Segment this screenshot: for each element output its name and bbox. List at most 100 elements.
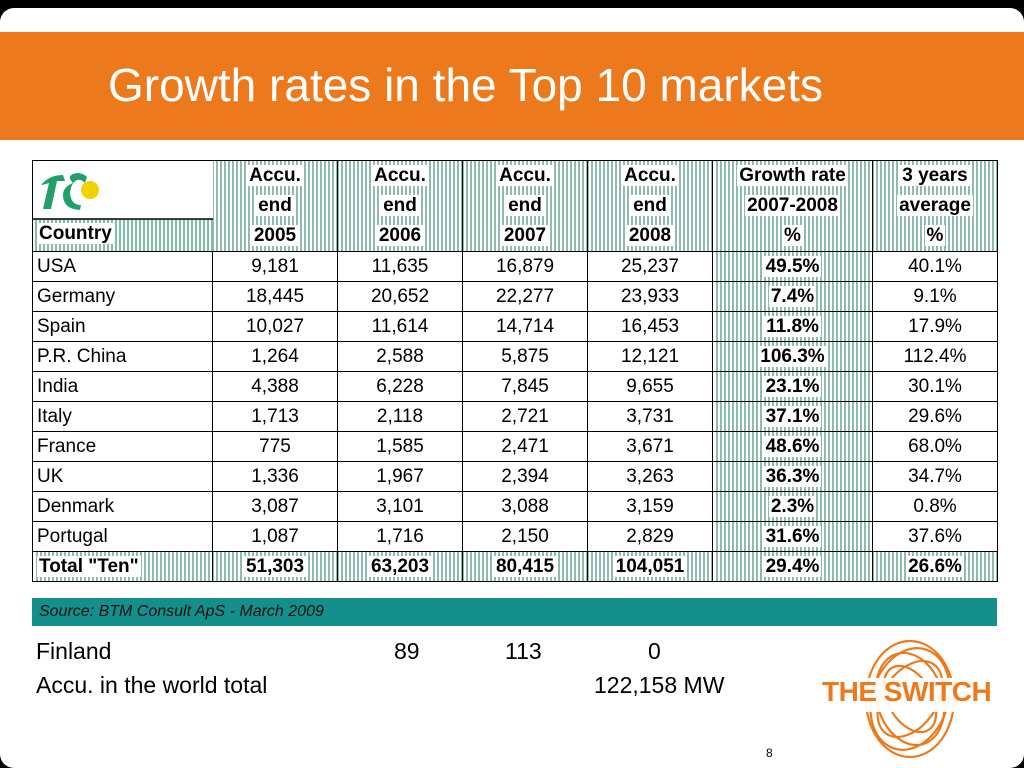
growth-table-container: Country Accu. end 2005 Accu. end 2006 Accu. e… xyxy=(32,160,998,582)
table-row: India 4,388 6,228 7,845 9,655 23.1% 30.1% xyxy=(32,371,998,402)
value-v2005: 1,087 xyxy=(251,525,299,547)
value-cell-v2007: 22,277 xyxy=(462,281,588,312)
value-cell-v2006: 20,652 xyxy=(337,281,463,312)
value-v2006: 63,203 xyxy=(368,555,432,577)
value-cell-v2008: 3,671 xyxy=(587,431,713,462)
country-name: Denmark xyxy=(37,495,115,517)
value-cell-growth: 36.3% xyxy=(712,461,873,492)
value-cell-avg3: 37.6% xyxy=(872,521,998,552)
value-cell-v2008: 104,051 xyxy=(587,551,713,582)
value-v2006: 1,967 xyxy=(376,465,424,487)
value-growth: 23.1% xyxy=(763,375,822,397)
table-row: P.R. China 1,264 2,588 5,875 12,121 106.3% 112… xyxy=(32,341,998,372)
value-cell-v2008: 16,453 xyxy=(587,311,713,342)
value-cell-v2006: 1,967 xyxy=(337,461,463,492)
value-cell-avg3: 34.7% xyxy=(872,461,998,492)
value-v2005: 1,264 xyxy=(251,345,299,367)
title-banner: Growth rates in the Top 10 markets xyxy=(0,32,1024,140)
value-cell-v2008: 25,237 xyxy=(587,251,713,282)
value-cell-v2006: 2,588 xyxy=(337,341,463,372)
country-cell: UK xyxy=(32,461,213,492)
value-cell-v2006: 1,585 xyxy=(337,431,463,462)
value-v2007: 80,415 xyxy=(493,555,557,577)
country-name: Total "Ten" xyxy=(37,555,141,577)
value-cell-v2008: 3,731 xyxy=(587,401,713,432)
growth-table: Country Accu. end 2005 Accu. end 2006 Accu. e… xyxy=(32,160,998,582)
value-growth: 36.3% xyxy=(763,465,822,487)
value-v2007: 2,150 xyxy=(501,525,549,547)
value-avg3: 29.6% xyxy=(908,405,962,427)
country-cell: France xyxy=(32,431,213,462)
value-cell-v2007: 80,415 xyxy=(462,551,588,582)
value-cell-growth: 106.3% xyxy=(712,341,873,372)
value-cell-v2008: 12,121 xyxy=(587,341,713,372)
value-v2005: 10,027 xyxy=(245,315,305,337)
table-row: UK 1,336 1,967 2,394 3,263 36.3% 34.7% xyxy=(32,461,998,492)
value-growth: 106.3% xyxy=(758,345,827,367)
value-cell-avg3: 112.4% xyxy=(872,341,998,372)
value-cell-avg3: 9.1% xyxy=(872,281,998,312)
source-bar: Source: BTM Consult ApS - March 2009 xyxy=(32,598,997,626)
country-cell: India xyxy=(32,371,213,402)
value-cell-v2008: 3,263 xyxy=(587,461,713,492)
col-header-2007: Accu. end 2007 xyxy=(462,160,588,252)
value-cell-avg3: 40.1% xyxy=(872,251,998,282)
value-cell-v2006: 63,203 xyxy=(337,551,463,582)
value-cell-v2005: 775 xyxy=(212,431,338,462)
col-header-2006: Accu. end 2006 xyxy=(337,160,463,252)
value-v2007: 2,394 xyxy=(501,465,549,487)
value-cell-avg3: 30.1% xyxy=(872,371,998,402)
value-v2008: 9,655 xyxy=(626,375,674,397)
value-avg3: 37.6% xyxy=(908,525,962,547)
table-row: France 775 1,585 2,471 3,671 48.6% 68.0% xyxy=(32,431,998,462)
finland-2006: 89 xyxy=(394,638,420,664)
value-avg3: 112.4% xyxy=(903,345,967,367)
value-cell-v2005: 4,388 xyxy=(212,371,338,402)
col-header-2005: Accu. end 2005 xyxy=(212,160,338,252)
value-v2006: 20,652 xyxy=(370,285,430,307)
value-cell-v2005: 10,027 xyxy=(212,311,338,342)
table-row: Italy 1,713 2,118 2,721 3,731 37.1% 29.6% xyxy=(32,401,998,432)
value-cell-v2005: 3,087 xyxy=(212,491,338,522)
country-cell: Portugal xyxy=(32,521,213,552)
value-cell-growth: 37.1% xyxy=(712,401,873,432)
value-v2006: 2,118 xyxy=(376,405,424,427)
value-v2005: 1,713 xyxy=(251,405,299,427)
source-text: Source: BTM Consult ApS - March 2009 xyxy=(39,603,324,620)
value-growth: 31.6% xyxy=(763,525,822,547)
value-v2005: 775 xyxy=(259,435,291,457)
value-cell-v2007: 2,150 xyxy=(462,521,588,552)
finland-2007: 113 xyxy=(505,638,542,664)
value-growth: 11.8% xyxy=(764,315,821,337)
table-row: Germany 18,445 20,652 22,277 23,933 7.4% 9.1% xyxy=(32,281,998,312)
world-total-label: Accu. in the world total xyxy=(36,672,268,698)
value-cell-growth: 11.8% xyxy=(712,311,873,342)
country-cell: Denmark xyxy=(32,491,213,522)
value-cell-v2007: 2,721 xyxy=(462,401,588,432)
country-cell: Spain xyxy=(32,311,213,342)
value-avg3: 68.0% xyxy=(908,435,962,457)
slide-title: Growth rates in the Top 10 markets xyxy=(108,59,824,111)
value-v2006: 6,228 xyxy=(376,375,424,397)
value-cell-v2005: 1,264 xyxy=(212,341,338,372)
value-cell-v2005: 9,181 xyxy=(212,251,338,282)
value-cell-v2007: 16,879 xyxy=(462,251,588,282)
value-cell-v2005: 51,303 xyxy=(212,551,338,582)
value-cell-v2008: 9,655 xyxy=(587,371,713,402)
country-cell: USA xyxy=(32,251,213,282)
value-cell-growth: 49.5% xyxy=(712,251,873,282)
value-v2007: 2,721 xyxy=(501,405,549,427)
value-cell-v2008: 2,829 xyxy=(587,521,713,552)
value-v2008: 104,051 xyxy=(613,555,687,577)
country-name: UK xyxy=(37,465,64,487)
value-cell-v2006: 11,635 xyxy=(337,251,463,282)
value-growth: 2.3% xyxy=(768,495,817,517)
value-v2008: 2,829 xyxy=(626,525,674,547)
value-v2008: 3,671 xyxy=(626,435,674,457)
value-cell-avg3: 29.6% xyxy=(872,401,998,432)
value-cell-growth: 29.4% xyxy=(712,551,873,582)
value-cell-v2006: 6,228 xyxy=(337,371,463,402)
value-growth: 49.5% xyxy=(763,255,822,277)
country-cell: Total "Ten" xyxy=(32,551,213,582)
country-header: Country xyxy=(37,223,114,244)
